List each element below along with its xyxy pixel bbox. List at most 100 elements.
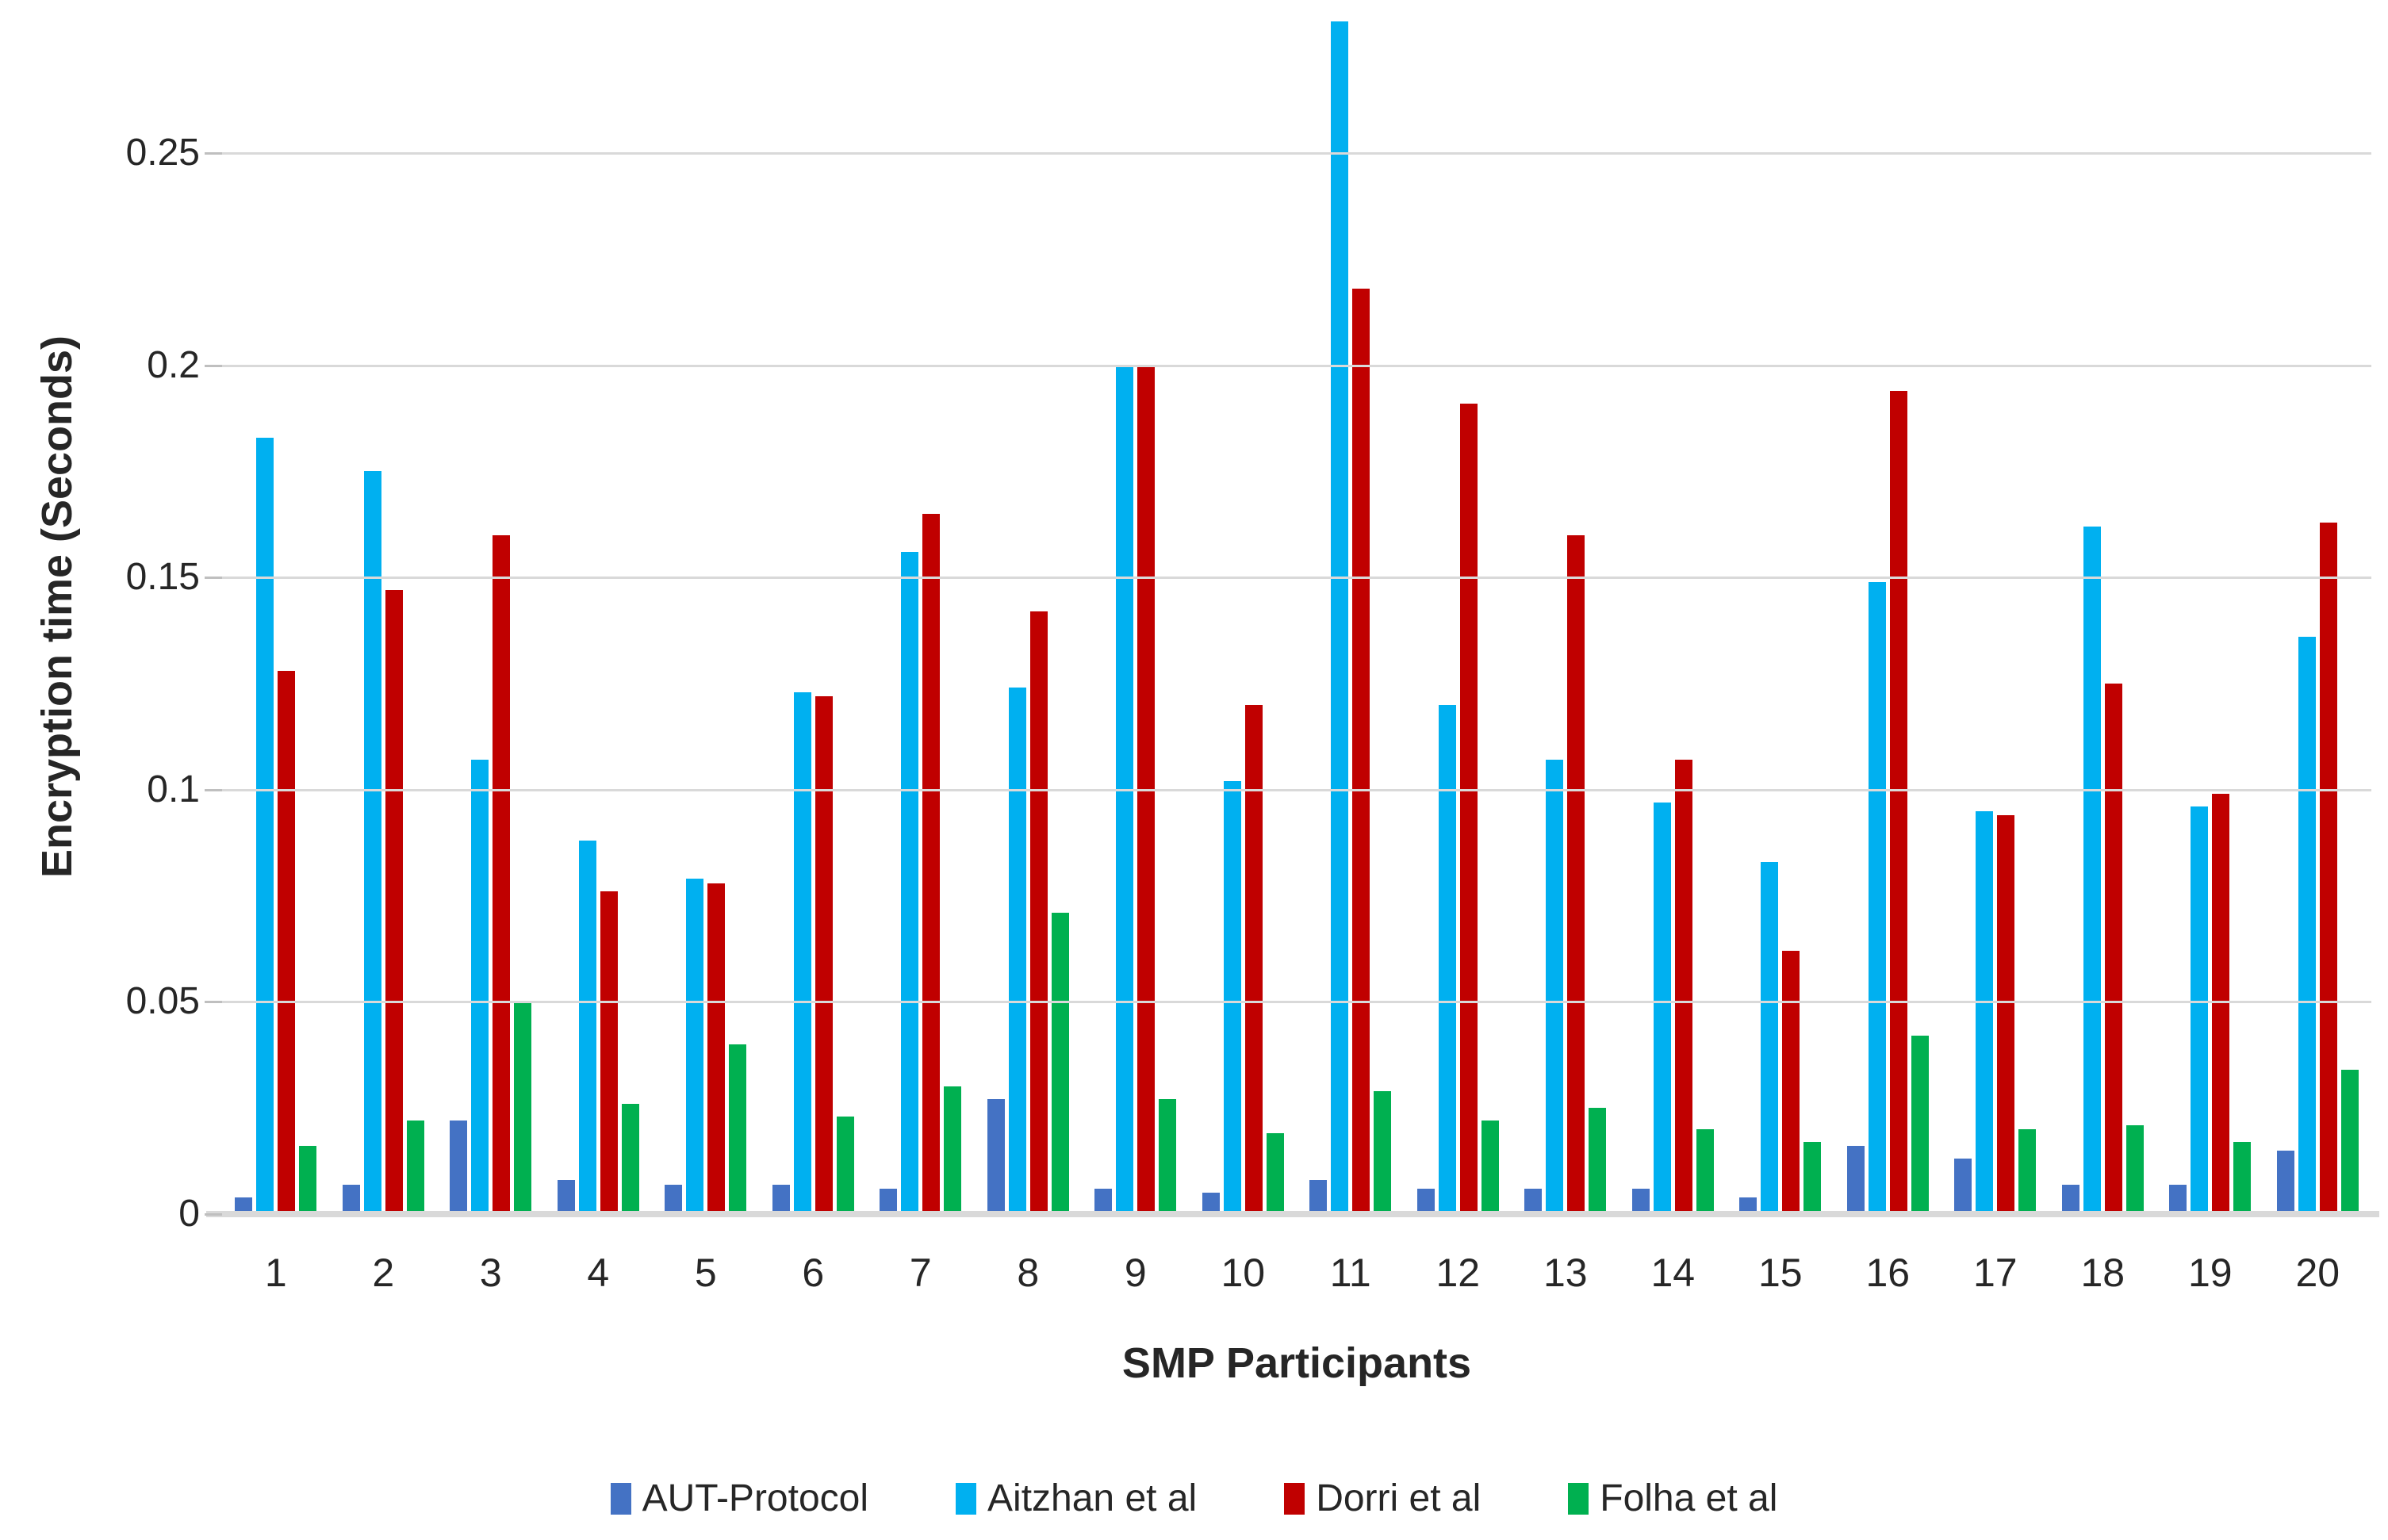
bar	[1374, 1091, 1392, 1214]
bar	[493, 535, 511, 1214]
x-tick-label: 20	[2295, 1251, 2340, 1295]
x-tick-label: 1	[264, 1251, 287, 1295]
legend-label: AUT-Protocol	[642, 1477, 869, 1519]
bar	[299, 1146, 317, 1214]
bar	[1868, 582, 1886, 1214]
bar-group-12	[1405, 0, 1512, 1214]
bar	[1911, 1036, 1929, 1214]
bar	[1739, 1197, 1757, 1214]
bar	[1008, 688, 1026, 1214]
legend: AUT-Protocol Aitzhan et al Dorri et al Folh…	[0, 1477, 2388, 1520]
bar	[729, 1044, 747, 1214]
bar-group-11	[1297, 0, 1405, 1214]
bar-group-15	[1727, 0, 1834, 1214]
bar	[1524, 1189, 1543, 1214]
bar	[1803, 1142, 1822, 1214]
bar-group-6	[760, 0, 868, 1214]
bar	[578, 841, 596, 1214]
bar-group-9	[1082, 0, 1190, 1214]
bar	[707, 883, 726, 1214]
bar	[342, 1185, 360, 1214]
bar	[1352, 289, 1370, 1214]
x-axis-title: SMP Participants	[1121, 1339, 1472, 1387]
bar-group-4	[545, 0, 653, 1214]
x-tick-label: 9	[1124, 1251, 1147, 1295]
bar	[514, 1002, 532, 1214]
bar	[1309, 1180, 1328, 1214]
bar	[1567, 535, 1585, 1214]
x-tick-label: 18	[2080, 1251, 2125, 1295]
legend-marker-icon	[610, 1482, 631, 1515]
legend-item: Dorri et al	[1284, 1477, 1481, 1520]
x-tick-label: 5	[694, 1251, 717, 1295]
bar-group-8	[975, 0, 1083, 1214]
x-tick-label: 16	[1865, 1251, 1911, 1295]
x-tick-label: 8	[1017, 1251, 1040, 1295]
x-tick-label: 10	[1221, 1251, 1266, 1295]
bar	[2319, 523, 2337, 1214]
bar-group-19	[2156, 0, 2264, 1214]
y-tick-label: 0	[178, 1193, 200, 1235]
bar	[1761, 862, 1779, 1214]
y-tick-label: 0.2	[147, 343, 200, 386]
bar	[815, 696, 833, 1214]
bar	[880, 1189, 898, 1214]
legend-marker-icon	[1568, 1482, 1589, 1515]
bar	[1438, 705, 1456, 1214]
bar	[2169, 1185, 2187, 1214]
x-tick-label: 12	[1435, 1251, 1481, 1295]
bar	[1997, 815, 2015, 1214]
bar	[901, 552, 919, 1214]
bar	[406, 1121, 424, 1214]
bar	[987, 1099, 1005, 1214]
bar	[2104, 684, 2122, 1214]
bar	[1976, 811, 1994, 1214]
bar	[772, 1185, 790, 1214]
bar	[1481, 1121, 1499, 1214]
bar-group-14	[1619, 0, 1727, 1214]
bar-group-17	[1941, 0, 2049, 1214]
bar	[1094, 1189, 1113, 1214]
bar	[363, 471, 381, 1214]
bar	[471, 760, 489, 1214]
bar	[2083, 527, 2101, 1214]
bar	[2061, 1185, 2079, 1214]
bar	[2018, 1129, 2037, 1214]
bar	[2340, 1070, 2359, 1214]
legend-label: Folha et al	[1600, 1477, 1778, 1519]
bar	[2212, 794, 2230, 1214]
bar	[836, 1117, 854, 1214]
bar	[2233, 1142, 2252, 1214]
bar	[944, 1086, 962, 1214]
gridline	[222, 1001, 2371, 1004]
bar	[1459, 404, 1478, 1214]
y-tick-mark	[205, 1213, 222, 1216]
bar-group-20	[2264, 0, 2372, 1214]
bar	[1202, 1193, 1220, 1214]
bar-group-7	[867, 0, 975, 1214]
bar	[1954, 1159, 1972, 1214]
bar-group-1	[222, 0, 330, 1214]
y-tick-label: 0.15	[125, 556, 200, 599]
bar	[278, 671, 296, 1214]
bar	[557, 1180, 575, 1214]
bar-group-3	[437, 0, 545, 1214]
bar	[2298, 637, 2316, 1214]
bar	[1223, 781, 1241, 1214]
y-tick-label: 0.1	[147, 768, 200, 810]
x-tick-label: 3	[479, 1251, 502, 1295]
bar	[1631, 1189, 1650, 1214]
x-tick-label: 4	[587, 1251, 610, 1295]
bar-group-13	[1512, 0, 1619, 1214]
gridline	[222, 152, 2371, 155]
bar	[385, 590, 403, 1214]
legend-label: Dorri et al	[1316, 1477, 1481, 1519]
y-tick-mark	[205, 1001, 222, 1004]
x-tick-label: 15	[1757, 1251, 1803, 1295]
bar	[621, 1104, 639, 1214]
bar	[1244, 705, 1263, 1214]
x-tick-label: 11	[1329, 1251, 1371, 1295]
y-tick-mark	[205, 577, 222, 580]
bar	[1653, 803, 1671, 1214]
